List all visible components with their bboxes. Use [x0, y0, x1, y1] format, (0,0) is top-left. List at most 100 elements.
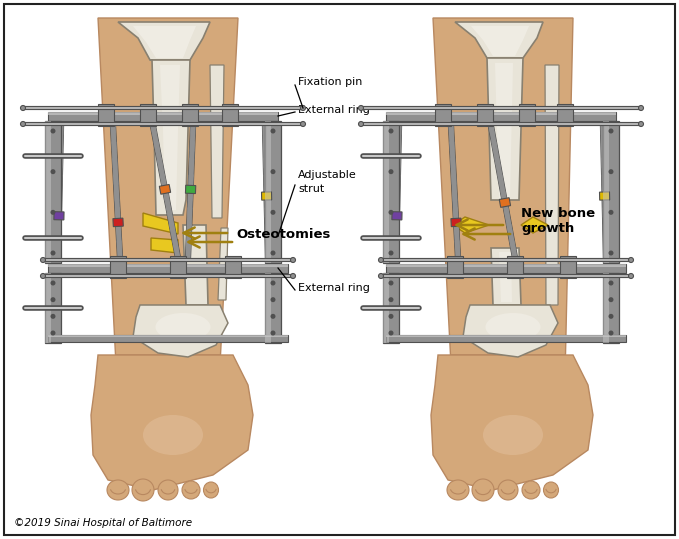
Polygon shape [133, 305, 228, 357]
Ellipse shape [388, 297, 394, 302]
Ellipse shape [301, 121, 306, 127]
Ellipse shape [270, 128, 276, 134]
Ellipse shape [270, 169, 276, 174]
Bar [447, 256, 463, 278]
Bar [98, 104, 114, 126]
Polygon shape [261, 192, 272, 200]
Ellipse shape [388, 280, 394, 286]
Ellipse shape [638, 121, 644, 127]
Polygon shape [545, 65, 559, 305]
Bar [48, 112, 278, 115]
Ellipse shape [498, 480, 518, 500]
Polygon shape [150, 60, 190, 215]
Ellipse shape [50, 210, 56, 215]
Bar [140, 104, 156, 126]
Ellipse shape [388, 251, 394, 255]
Ellipse shape [608, 280, 614, 286]
Text: Adjustable: Adjustable [298, 170, 356, 180]
Ellipse shape [204, 482, 219, 498]
Text: ©2019 Sinai Hospital of Baltimore: ©2019 Sinai Hospital of Baltimore [14, 518, 192, 528]
Polygon shape [218, 228, 228, 300]
Ellipse shape [608, 128, 614, 134]
Polygon shape [521, 217, 548, 233]
Ellipse shape [608, 330, 614, 335]
Bar [48, 264, 288, 267]
Ellipse shape [50, 280, 56, 286]
Ellipse shape [132, 479, 154, 501]
Text: External ring: External ring [298, 105, 370, 115]
Ellipse shape [41, 258, 45, 262]
Text: strut: strut [298, 184, 325, 194]
Polygon shape [471, 26, 529, 56]
Polygon shape [495, 63, 513, 198]
Polygon shape [453, 217, 489, 233]
Bar [557, 104, 573, 126]
Ellipse shape [483, 415, 543, 455]
Polygon shape [499, 252, 512, 302]
Polygon shape [431, 355, 593, 490]
Ellipse shape [388, 128, 394, 134]
Bar [225, 256, 241, 278]
Bar [170, 256, 186, 278]
Ellipse shape [270, 251, 276, 255]
Polygon shape [98, 18, 238, 355]
Bar [507, 256, 523, 278]
Polygon shape [183, 225, 208, 305]
Bar [182, 104, 198, 126]
Ellipse shape [20, 121, 26, 127]
Polygon shape [433, 18, 573, 355]
Ellipse shape [291, 273, 295, 279]
Ellipse shape [378, 258, 384, 262]
Polygon shape [455, 22, 543, 58]
Ellipse shape [50, 297, 56, 302]
Ellipse shape [359, 121, 363, 127]
Bar [386, 112, 616, 121]
Polygon shape [118, 22, 210, 60]
Ellipse shape [291, 258, 295, 262]
Bar [603, 273, 609, 343]
Polygon shape [392, 212, 402, 220]
Ellipse shape [388, 210, 394, 215]
Ellipse shape [270, 280, 276, 286]
Bar [265, 121, 281, 263]
Bar [603, 121, 609, 263]
Bar [386, 264, 626, 267]
Polygon shape [185, 185, 196, 194]
Bar [48, 335, 288, 342]
Ellipse shape [158, 480, 178, 500]
Text: New bone: New bone [521, 207, 595, 220]
Ellipse shape [270, 210, 276, 215]
Bar [110, 256, 126, 278]
Ellipse shape [522, 481, 540, 499]
Bar [386, 335, 626, 342]
Polygon shape [451, 218, 461, 227]
Polygon shape [210, 65, 224, 218]
Ellipse shape [543, 482, 559, 498]
Text: Osteotomies: Osteotomies [236, 227, 331, 240]
Ellipse shape [629, 273, 634, 279]
Bar [45, 273, 52, 343]
Bar [48, 335, 288, 337]
Polygon shape [491, 248, 521, 305]
Ellipse shape [50, 128, 56, 134]
Polygon shape [113, 218, 124, 227]
Bar [383, 273, 399, 343]
Ellipse shape [388, 330, 394, 335]
Ellipse shape [472, 479, 494, 501]
Ellipse shape [447, 480, 469, 500]
Ellipse shape [143, 415, 203, 455]
Ellipse shape [50, 314, 56, 319]
Polygon shape [600, 192, 610, 200]
Bar [477, 104, 493, 126]
Bar [560, 256, 576, 278]
Bar [383, 121, 389, 263]
Bar [45, 121, 52, 263]
Ellipse shape [359, 106, 363, 110]
Polygon shape [160, 184, 170, 194]
Polygon shape [133, 26, 196, 58]
Ellipse shape [107, 480, 129, 500]
Ellipse shape [608, 210, 614, 215]
Polygon shape [499, 198, 511, 208]
Text: growth: growth [521, 222, 574, 235]
Bar [222, 104, 238, 126]
